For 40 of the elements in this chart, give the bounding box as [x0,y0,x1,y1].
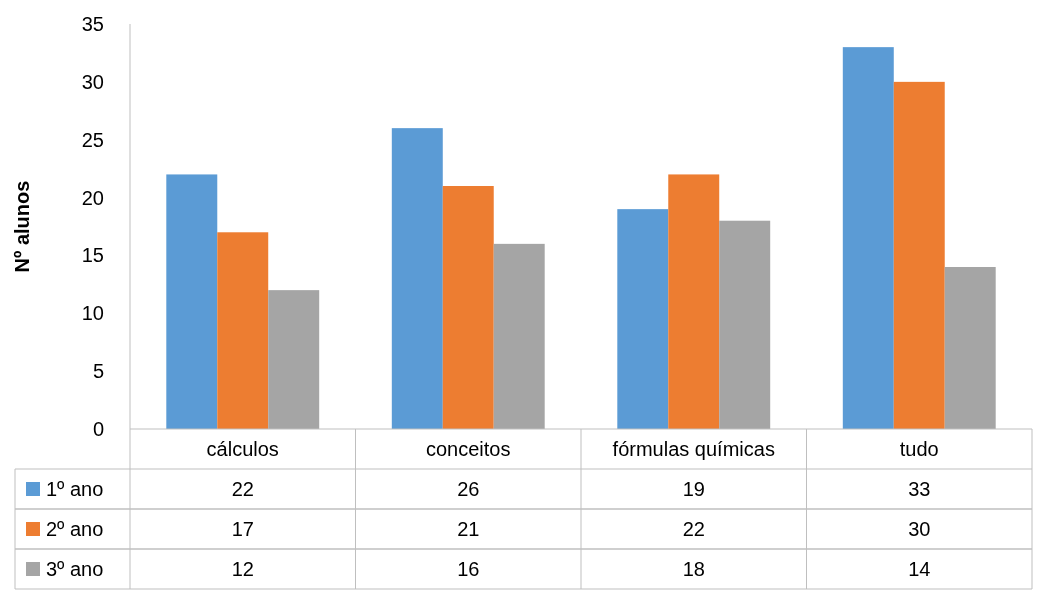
legend-label: 2º ano [46,518,104,540]
y-tick-label: 10 [81,302,104,325]
bar [617,209,669,429]
data-label: 16 [457,558,480,580]
bar [442,186,494,429]
data-label: 30 [908,518,931,540]
bar [268,290,320,429]
data-label: 12 [231,558,254,580]
data-label: 22 [682,518,705,540]
legend-label: 1º ano [46,478,104,500]
y-tick-label: 15 [81,244,104,267]
bar [719,220,771,429]
bar [842,47,894,429]
y-tick-label: 25 [81,128,104,151]
y-tick-label: 35 [81,13,104,35]
bar [391,128,443,429]
bar [944,267,996,429]
x-tick-label: fórmulas químicas [612,438,775,460]
bar [893,81,945,429]
bar [668,174,720,429]
bar [493,243,545,429]
y-tick-label: 30 [81,70,104,93]
data-label: 17 [231,518,254,540]
y-tick-label: 20 [81,186,104,209]
legend-label: 3º ano [46,558,104,580]
y-tick-label: 0 [92,418,104,440]
bar [217,232,269,429]
data-label: 18 [682,558,705,580]
data-label: 21 [457,518,480,540]
data-label: 33 [908,478,931,500]
x-tick-label: conceitos [426,438,511,460]
data-label: 22 [231,478,254,500]
x-tick-label: tudo [899,438,939,460]
bar [166,174,218,429]
data-label: 19 [682,478,705,500]
y-tick-label: 5 [92,360,104,383]
data-label: 14 [908,558,931,580]
data-label: 26 [457,478,480,500]
x-tick-label: cálculos [206,438,279,460]
y-axis-title: Nº alunos [11,180,33,273]
